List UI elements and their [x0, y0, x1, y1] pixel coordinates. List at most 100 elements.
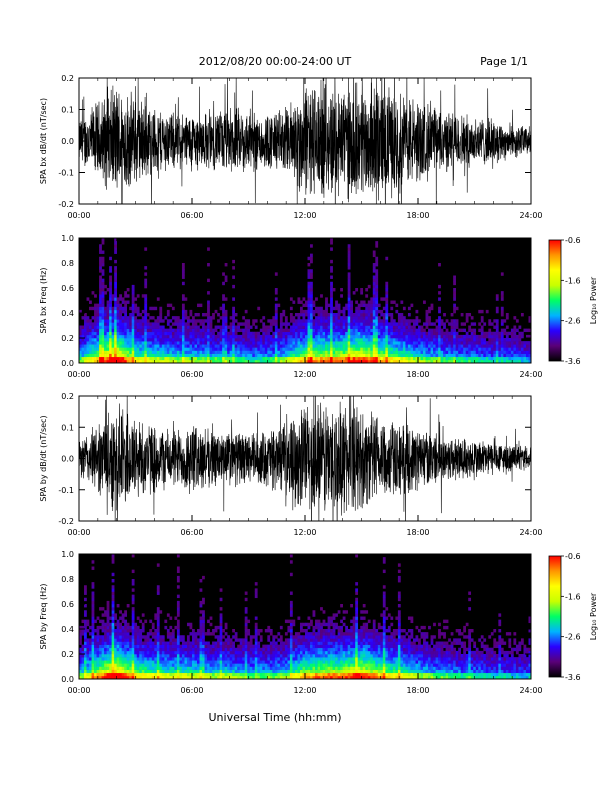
spectrogram-cell — [333, 354, 336, 357]
spectrogram-cell — [350, 322, 353, 325]
spectrogram-cell — [137, 660, 140, 663]
spectrogram-cell — [478, 338, 481, 341]
spectrogram-cell — [302, 322, 305, 325]
spectrogram-cell — [421, 354, 424, 357]
spectrogram-cell — [287, 629, 290, 632]
spectrogram-cell — [325, 351, 328, 354]
spectrogram-cell — [325, 341, 328, 344]
spectrogram-cell — [260, 651, 263, 654]
spectrogram-cell — [491, 322, 494, 325]
spectrogram-cell — [124, 654, 127, 657]
spectrogram-cell — [200, 638, 203, 641]
spectrogram-cell — [250, 351, 253, 354]
spectrogram-cell — [247, 629, 250, 632]
spectrogram-cell — [149, 341, 152, 344]
spectrogram-cell — [302, 642, 305, 645]
spectrogram-cell — [107, 288, 110, 291]
spectrogram-cell — [363, 319, 366, 322]
spectrogram-cell — [132, 316, 135, 319]
spectrogram-cell — [368, 351, 371, 354]
spectrogram-cell — [124, 291, 127, 294]
spectrogram-cell — [144, 247, 147, 250]
spectrogram-cell — [302, 297, 305, 300]
spectrogram-cell — [94, 645, 97, 648]
spectrogram-cell — [122, 316, 125, 319]
spectrogram-cell — [132, 304, 135, 307]
spectrogram-cell — [157, 610, 160, 613]
spectrogram-cell — [275, 291, 278, 294]
spectrogram-cell — [122, 307, 125, 310]
spectrogram-cell — [353, 357, 356, 360]
spectrogram-cell — [315, 663, 318, 666]
spectrogram-cell — [373, 282, 376, 285]
spectrogram-cell — [295, 642, 298, 645]
spectrogram-cell — [164, 642, 167, 645]
spectrogram-cell — [262, 322, 265, 325]
spectrogram-cell — [350, 351, 353, 354]
spectrogram-cell — [134, 638, 137, 641]
spectrogram-cell — [461, 347, 464, 350]
spectrogram-cell — [310, 282, 313, 285]
spectrogram-cell — [207, 657, 210, 660]
spectrogram-cell — [220, 660, 223, 663]
spectrogram-cell — [423, 301, 426, 304]
spectrogram-cell — [345, 329, 348, 332]
spectrogram-cell — [385, 357, 388, 360]
spectrogram-cell — [252, 335, 255, 338]
spectrogram-cell — [127, 648, 130, 651]
spectrogram-cell — [375, 310, 378, 313]
spectrogram-cell — [207, 329, 210, 332]
spectrogram-cell — [189, 651, 192, 654]
spectrogram-cell — [438, 338, 441, 341]
spectrogram-cell — [164, 620, 167, 623]
spectrogram-cell — [443, 335, 446, 338]
spectrogram-cell — [413, 326, 416, 329]
spectrogram-cell — [222, 354, 225, 357]
spectrogram-cell — [496, 319, 499, 322]
spectrogram-cell — [174, 663, 177, 666]
spectrogram-cell — [428, 347, 431, 350]
spectrogram-cell — [320, 347, 323, 350]
spectrogram-cell — [195, 313, 198, 316]
spectrogram-cell — [225, 322, 228, 325]
spectrogram-cell — [177, 351, 180, 354]
spectrogram-cell — [255, 592, 258, 595]
spectrogram-cell — [280, 354, 283, 357]
spectrogram-cell — [385, 288, 388, 291]
spectrogram-cell — [521, 341, 524, 344]
spectrogram-cell — [215, 648, 218, 651]
spectrogram-cell — [305, 635, 308, 638]
spectrogram-cell — [122, 626, 125, 629]
spectrogram-cell — [205, 335, 208, 338]
spectrogram-cell — [157, 660, 160, 663]
spectrogram-cell — [152, 338, 155, 341]
spectrogram-cell — [132, 288, 135, 291]
spectrogram-cell — [215, 347, 218, 350]
spectrogram-cell — [99, 332, 102, 335]
spectrogram-cell — [112, 657, 115, 660]
spectrogram-cell — [149, 654, 152, 657]
spectrogram-cell — [157, 297, 160, 300]
spectrogram-cell — [162, 657, 165, 660]
spectrogram-cell — [400, 354, 403, 357]
spectrogram-cell — [222, 351, 225, 354]
spectrogram-cell — [124, 613, 127, 616]
spectrogram-cell — [182, 266, 185, 269]
spectrogram-cell — [328, 651, 331, 654]
spectrogram-cell — [245, 341, 248, 344]
spectrogram-cell — [107, 623, 110, 626]
spectrogram-cell — [501, 332, 504, 335]
spectrogram-cell — [132, 329, 135, 332]
spectrogram-cell — [368, 326, 371, 329]
spectrogram-cell — [292, 354, 295, 357]
colorbar-label: Log₁₀ Power — [589, 276, 598, 324]
spectrogram-cell — [370, 351, 373, 354]
spectrogram-cell — [418, 319, 421, 322]
spectrogram-cell — [320, 667, 323, 670]
spectrogram-cell — [355, 316, 358, 319]
spectrogram-cell — [210, 316, 213, 319]
spectrogram-cell — [333, 344, 336, 347]
spectrogram-cell — [142, 316, 145, 319]
spectrogram-cell — [272, 635, 275, 638]
spectrogram-cell — [242, 645, 245, 648]
